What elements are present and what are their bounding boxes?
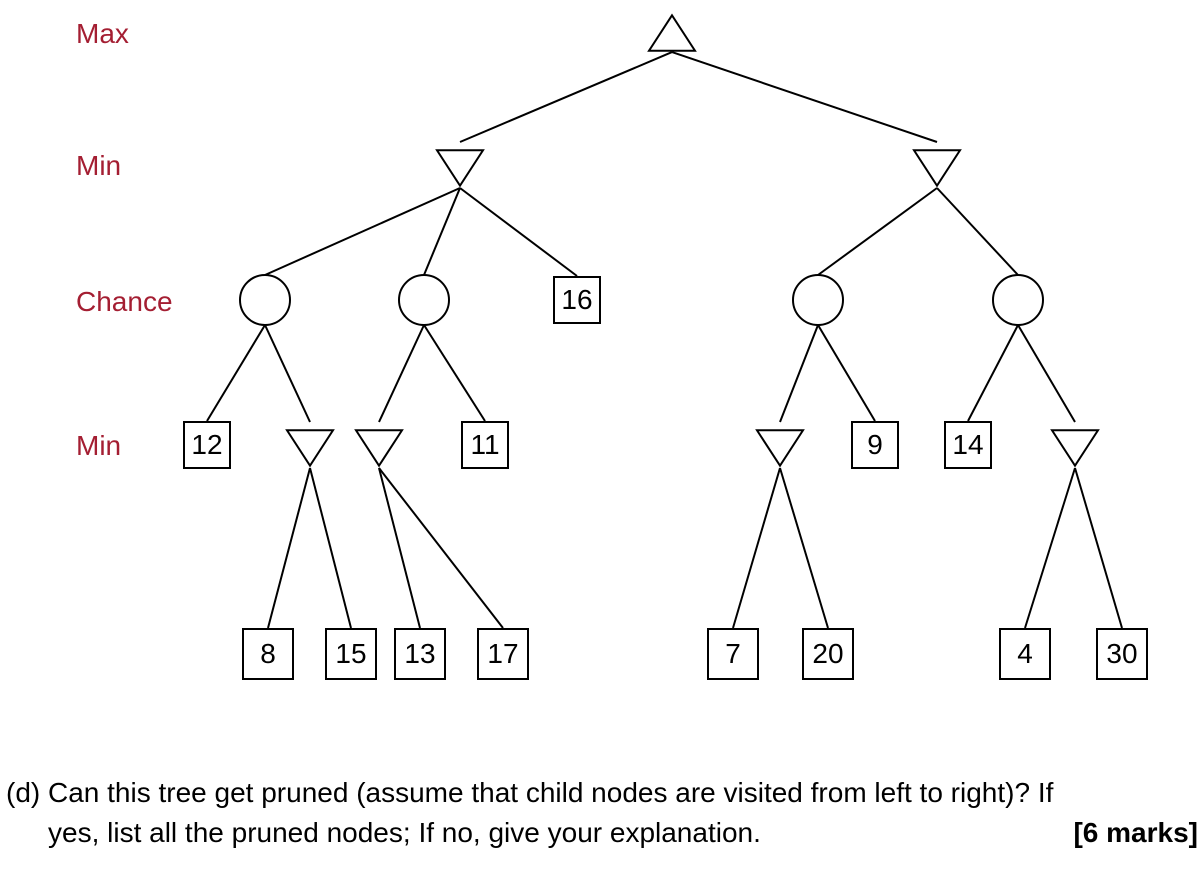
- layer-label-min1: Min: [76, 150, 121, 182]
- layer-label-max: Max: [76, 18, 129, 50]
- leaf-9: 9: [851, 421, 899, 469]
- leaf-13: 13: [394, 628, 446, 680]
- layer-label-chance: Chance: [76, 286, 173, 318]
- leaf-14: 14: [944, 421, 992, 469]
- question-body: Can this tree get pruned (assume that ch…: [48, 773, 1198, 854]
- leaf-4: 4: [999, 628, 1051, 680]
- question-block: (d)Can this tree get pruned (assume that…: [6, 773, 1198, 854]
- layer-label-min2: Min: [76, 430, 121, 462]
- leaf-17: 17: [477, 628, 529, 680]
- question-marks: [6 marks]: [1073, 813, 1198, 854]
- question-line1: Can this tree get pruned (assume that ch…: [48, 777, 1053, 808]
- leaf-30: 30: [1096, 628, 1148, 680]
- leaf-12: 12: [183, 421, 231, 469]
- leaf-20: 20: [802, 628, 854, 680]
- leaf-15: 15: [325, 628, 377, 680]
- question-line2: yes, list all the pruned nodes; If no, g…: [48, 817, 761, 848]
- leaf-7: 7: [707, 628, 759, 680]
- question-part: (d): [6, 773, 48, 814]
- tree-canvas: Max Min Chance Min (d)Can this tree get …: [0, 0, 1204, 884]
- leaf-8: 8: [242, 628, 294, 680]
- leaf-16: 16: [553, 276, 601, 324]
- tree-svg: [0, 0, 1204, 884]
- leaf-11: 11: [461, 421, 509, 469]
